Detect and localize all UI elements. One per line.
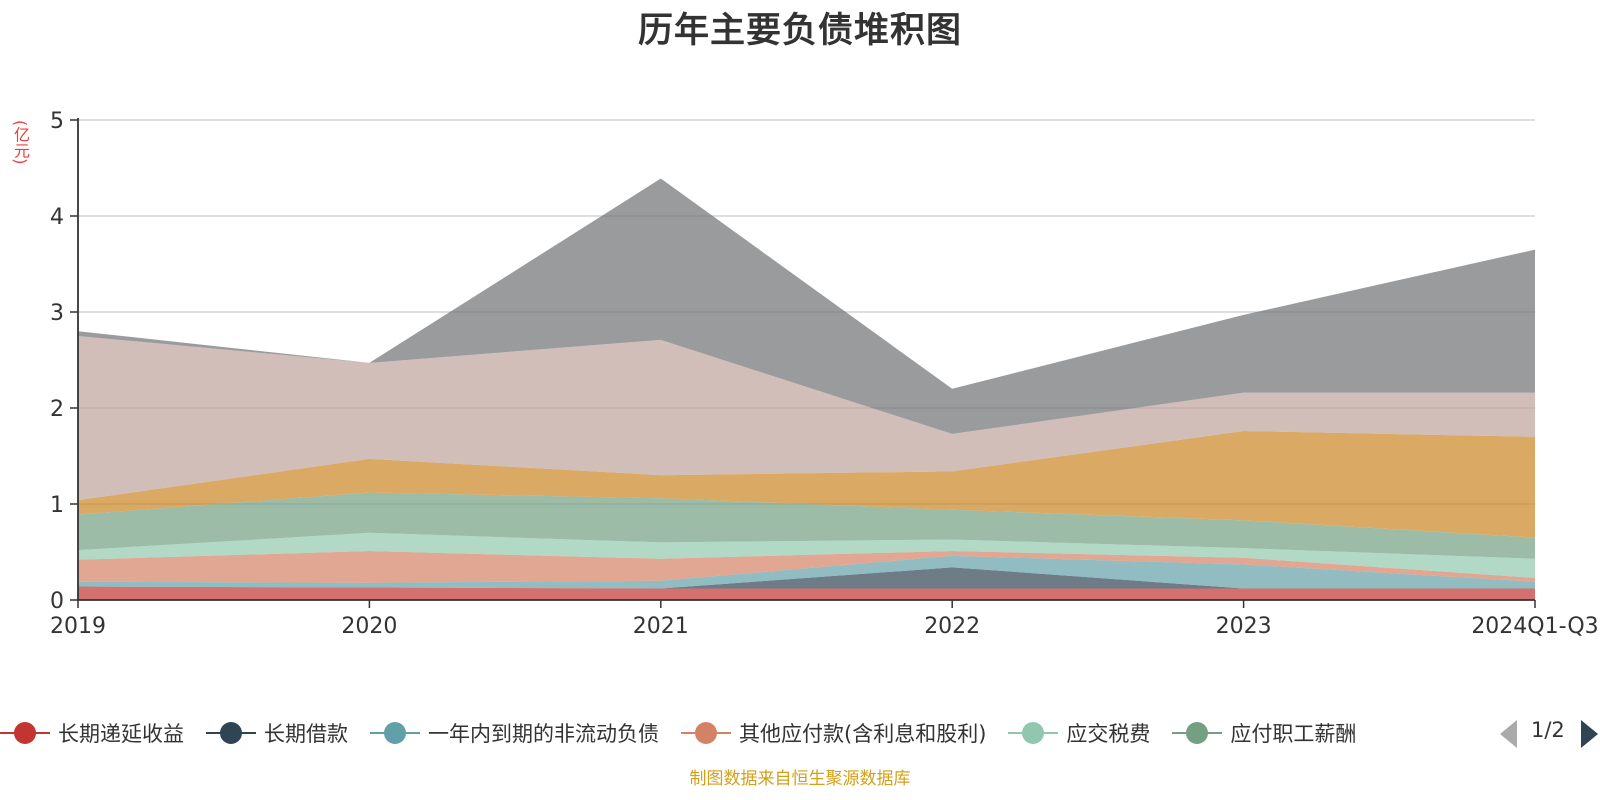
y-tick-label: 5 xyxy=(50,109,64,134)
area-series[interactable] xyxy=(78,555,1535,589)
legend: 长期递延收益 长期借款 一年内到期的非流动负债 其他应付款(含利息和股利) 应交税费 应付… xyxy=(0,715,1600,755)
legend-item[interactable]: 应交税费 xyxy=(1008,715,1150,751)
area-series[interactable] xyxy=(78,586,1535,600)
legend-label: 应付职工薪酬 xyxy=(1230,722,1357,746)
legend-marker-icon xyxy=(681,715,731,751)
legend-marker-icon xyxy=(1008,715,1059,751)
legend-item[interactable]: 一年内到期的非流动负债 xyxy=(370,715,659,751)
data-source-note: 制图数据来自恒生聚源数据库 xyxy=(689,769,911,789)
legend-marker-icon xyxy=(206,715,256,751)
area-series[interactable] xyxy=(78,551,1535,583)
y-tick-label: 1 xyxy=(50,493,64,518)
x-tick-label: 2021 xyxy=(633,614,689,639)
legend-label: 其他应付款(含利息和股利) xyxy=(739,722,987,746)
legend-label: 一年内到期的非流动负债 xyxy=(428,722,659,746)
legend-item[interactable]: 应付职工薪酬 xyxy=(1172,715,1356,751)
area-series[interactable] xyxy=(78,532,1535,578)
area-series[interactable] xyxy=(78,492,1535,559)
legend-label: 长期借款 xyxy=(264,722,348,746)
y-axis-unit-label: (亿元) xyxy=(11,120,30,165)
x-tick-label: 2019 xyxy=(50,614,106,639)
legend-next-page-icon[interactable] xyxy=(1581,720,1598,748)
legend-item[interactable]: 长期递延收益 xyxy=(0,715,184,751)
y-tick-label: 3 xyxy=(50,301,64,326)
area-series[interactable] xyxy=(78,431,1535,538)
legend-marker-icon xyxy=(0,715,50,751)
x-tick-label: 2024Q1-Q3 xyxy=(1471,614,1598,639)
area-series[interactable] xyxy=(78,336,1535,501)
legend-label: 应交税费 xyxy=(1066,722,1151,746)
area-series[interactable] xyxy=(78,178,1535,434)
legend-label: 长期递延收益 xyxy=(58,722,184,746)
y-tick-label: 0 xyxy=(50,589,64,614)
legend-items: 长期递延收益 长期借款 一年内到期的非流动负债 其他应付款(含利息和股利) 应交税费 应付… xyxy=(0,715,1468,755)
plot-area: 0 1 2 3 4 5 2019 2020 2021 2022 2023 2024Q1-Q3 xyxy=(50,109,1599,639)
stacked-areas xyxy=(78,178,1535,600)
legend-page-indicator: 1/2 xyxy=(1531,718,1565,742)
legend-marker-icon xyxy=(370,715,420,751)
chart-title: 历年主要负债堆积图 xyxy=(637,11,962,51)
y-tick-label: 4 xyxy=(50,205,64,230)
x-tick-label: 2020 xyxy=(341,614,397,639)
legend-marker-icon xyxy=(1172,715,1223,751)
legend-pager: 1/2 xyxy=(1500,716,1600,752)
axes: 0 1 2 3 4 5 2019 2020 2021 2022 2023 2024Q1-Q3 xyxy=(50,109,1599,639)
x-tick-label: 2023 xyxy=(1216,614,1272,639)
legend-item[interactable]: 长期借款 xyxy=(206,715,348,751)
legend-prev-page-icon[interactable] xyxy=(1500,720,1517,748)
x-tick-label: 2022 xyxy=(924,614,980,639)
y-tick-label: 2 xyxy=(50,397,64,422)
legend-item[interactable]: 其他应付款(含利息和股利) xyxy=(681,715,986,751)
